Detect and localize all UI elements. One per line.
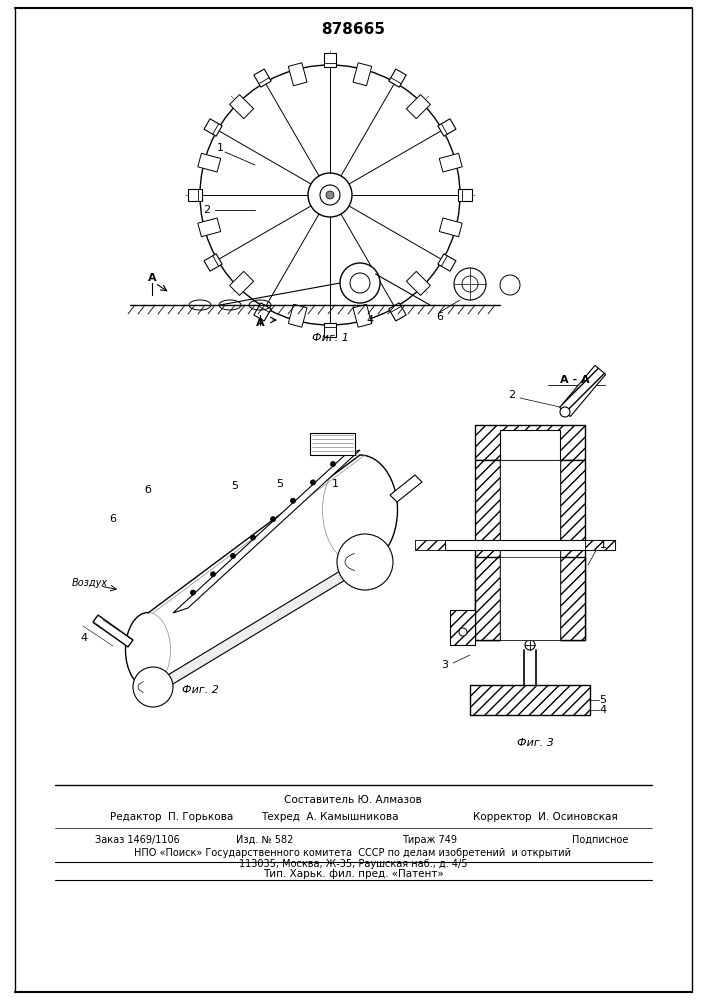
Text: 878665: 878665 (321, 22, 385, 37)
Text: 6: 6 (110, 514, 117, 524)
Polygon shape (500, 460, 560, 640)
Polygon shape (198, 218, 221, 237)
Circle shape (340, 263, 380, 303)
Polygon shape (560, 365, 606, 416)
Text: Фиг. 3: Фиг. 3 (517, 738, 554, 748)
Polygon shape (470, 685, 590, 715)
Polygon shape (148, 565, 370, 687)
Polygon shape (475, 557, 500, 640)
Polygon shape (407, 271, 431, 295)
Text: Фиг. 1: Фиг. 1 (312, 333, 349, 343)
Text: 5: 5 (231, 481, 238, 491)
Polygon shape (288, 63, 307, 86)
Polygon shape (173, 450, 360, 613)
Text: Подписное: Подписное (572, 835, 629, 845)
Polygon shape (188, 189, 202, 201)
Polygon shape (310, 433, 355, 455)
Text: Тираж 749: Тираж 749 (402, 835, 457, 845)
Text: A: A (256, 318, 264, 328)
Polygon shape (204, 119, 222, 136)
Text: Заказ 1469/1106: Заказ 1469/1106 (95, 835, 180, 845)
Text: б: б (144, 485, 151, 495)
Text: 4: 4 (366, 315, 373, 325)
Polygon shape (389, 303, 407, 321)
Polygon shape (560, 557, 585, 640)
Circle shape (190, 590, 196, 595)
Polygon shape (324, 323, 336, 337)
Text: НПО «Поиск» Государственного комитета  СССР по делам изобретений  и открытий: НПО «Поиск» Государственного комитета СС… (134, 848, 571, 858)
Circle shape (133, 667, 173, 707)
Circle shape (454, 268, 486, 300)
Polygon shape (439, 153, 462, 172)
Circle shape (291, 498, 296, 503)
Text: Редактор  П. Горькова: Редактор П. Горькова (110, 812, 233, 822)
Text: Тип. Харьк. фил. пред. «Патент»: Тип. Харьк. фил. пред. «Патент» (262, 869, 443, 879)
Polygon shape (475, 425, 585, 460)
Polygon shape (500, 430, 560, 460)
Circle shape (211, 572, 216, 577)
Polygon shape (254, 69, 271, 87)
Text: Составитель Ю. Алмазов: Составитель Ю. Алмазов (284, 795, 422, 805)
Circle shape (462, 276, 478, 292)
Circle shape (310, 480, 315, 485)
Text: Воздух: Воздух (72, 578, 108, 588)
Text: 4: 4 (600, 705, 607, 715)
Circle shape (200, 65, 460, 325)
Text: 1: 1 (216, 143, 223, 153)
Circle shape (271, 517, 276, 522)
Polygon shape (324, 53, 336, 67)
Circle shape (459, 628, 467, 636)
Polygon shape (439, 218, 462, 237)
Polygon shape (475, 460, 500, 640)
Text: 2: 2 (204, 205, 211, 215)
Circle shape (250, 535, 255, 540)
Polygon shape (407, 95, 431, 119)
Text: 1: 1 (600, 540, 607, 550)
Polygon shape (230, 271, 254, 295)
Text: Корректор  И. Осиновская: Корректор И. Осиновская (472, 812, 617, 822)
Text: Изд. № 582: Изд. № 582 (236, 835, 293, 845)
Circle shape (525, 640, 535, 650)
Text: 1: 1 (332, 479, 339, 489)
Polygon shape (204, 254, 222, 271)
Polygon shape (353, 63, 372, 86)
Text: 113035, Москва, Ж-35, Раушская наб., д. 4/5: 113035, Москва, Ж-35, Раушская наб., д. … (239, 859, 467, 869)
Text: 3: 3 (441, 660, 448, 670)
Text: Техред  А. Камышникова: Техред А. Камышникова (262, 812, 399, 822)
Text: 4: 4 (81, 633, 88, 643)
Polygon shape (500, 557, 560, 640)
Circle shape (337, 534, 393, 590)
Circle shape (500, 275, 520, 295)
Circle shape (308, 173, 352, 217)
Text: A: A (148, 273, 156, 283)
Polygon shape (390, 475, 422, 502)
Polygon shape (93, 615, 133, 647)
Polygon shape (230, 95, 254, 119)
Polygon shape (415, 540, 445, 550)
Polygon shape (438, 119, 456, 136)
Text: 5: 5 (600, 695, 607, 705)
Polygon shape (438, 254, 456, 271)
Polygon shape (585, 540, 615, 550)
Circle shape (230, 553, 235, 558)
Circle shape (560, 407, 570, 417)
Polygon shape (450, 610, 475, 645)
Polygon shape (353, 304, 372, 327)
Text: 5: 5 (276, 479, 284, 489)
Polygon shape (389, 69, 407, 87)
Circle shape (326, 191, 334, 199)
Polygon shape (288, 304, 307, 327)
Polygon shape (458, 189, 472, 201)
Text: Фиг. 2: Фиг. 2 (182, 685, 218, 695)
Polygon shape (198, 153, 221, 172)
Polygon shape (560, 460, 585, 640)
Circle shape (320, 185, 340, 205)
Text: 6: 6 (436, 312, 443, 322)
Circle shape (350, 273, 370, 293)
Text: 2: 2 (508, 390, 515, 400)
Polygon shape (254, 303, 271, 321)
Circle shape (330, 462, 336, 467)
Polygon shape (445, 540, 615, 550)
Text: А - А: А - А (560, 375, 590, 385)
